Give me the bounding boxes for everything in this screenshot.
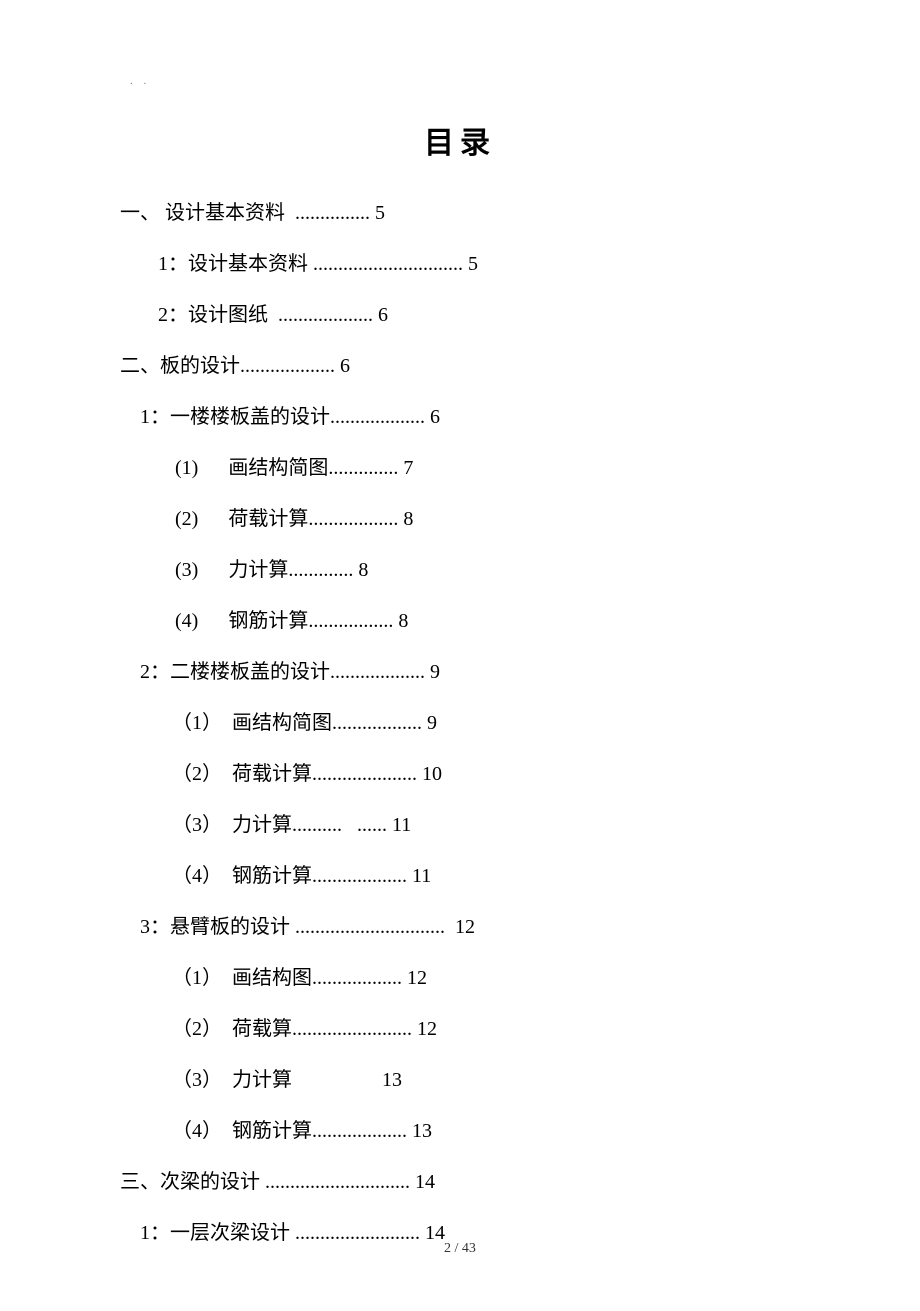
toc-entry: (1) 画结构简图.............. 7	[175, 455, 800, 481]
toc-entry: 2：二楼楼板盖的设计................... 9	[140, 659, 800, 685]
toc-entry: （1） 画结构图.................. 12	[172, 965, 800, 991]
page-title: 目录	[120, 118, 800, 162]
toc-entry: 1：设计基本资料 .............................. …	[158, 251, 800, 277]
toc-entry: (2) 荷载计算.................. 8	[175, 506, 800, 532]
toc-entry: (3) 力计算............. 8	[175, 557, 800, 583]
toc-entry: (4) 钢筋计算................. 8	[175, 608, 800, 634]
corner-mark: . .	[130, 75, 150, 87]
toc-entry: 1：一楼楼板盖的设计................... 6	[140, 404, 800, 430]
toc-entry: 二、板的设计................... 6	[120, 353, 800, 379]
toc-entry: （2） 荷载计算..................... 10	[172, 761, 800, 787]
toc-entry: （3） 力计算 13	[172, 1067, 800, 1093]
toc-entry: （4） 钢筋计算................... 13	[172, 1118, 800, 1144]
toc-entry: 3：悬臂板的设计 .............................. …	[140, 914, 800, 940]
table-of-contents: 一、 设计基本资料 ............... 5 1：设计基本资料 ....…	[120, 200, 800, 1246]
toc-entry: （1） 画结构简图.................. 9	[172, 710, 800, 736]
toc-entry: 三、次梁的设计 ............................. 14	[120, 1169, 800, 1195]
toc-entry: （3） 力计算.......... ...... 11	[172, 812, 800, 838]
page-content: 目录 一、 设计基本资料 ............... 5 1：设计基本资料 .…	[0, 0, 920, 1311]
toc-entry: 一、 设计基本资料 ............... 5	[120, 200, 800, 226]
page-footer: 2 / 43	[0, 1241, 920, 1257]
toc-entry: （2） 荷载算........................ 12	[172, 1016, 800, 1042]
toc-entry: 2：设计图纸 ................... 6	[158, 302, 800, 328]
toc-entry: （4） 钢筋计算................... 11	[172, 863, 800, 889]
